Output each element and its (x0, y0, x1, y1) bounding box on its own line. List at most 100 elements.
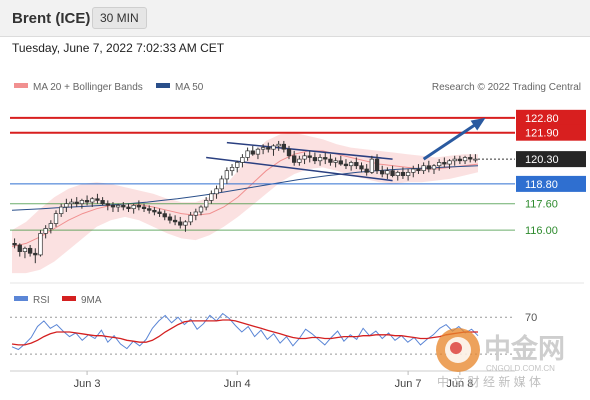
price-levels (10, 116, 515, 231)
candle-body-58 (312, 157, 318, 162)
candle-body-24 (136, 205, 142, 208)
legend-label-9ma: 9MA (81, 295, 102, 306)
candle-body-13 (79, 200, 85, 205)
candle-body-36 (198, 206, 204, 213)
legend-label-rsi: RSI (33, 295, 50, 306)
candle-body-28 (157, 211, 162, 214)
candle-body-67 (359, 165, 364, 170)
candle-body-4 (33, 252, 38, 256)
candle-body-45 (245, 150, 250, 158)
legend-label-ma50: MA 50 (175, 82, 204, 93)
projection-arrow (422, 117, 486, 161)
candle-body-52 (281, 143, 286, 150)
candle-body-40 (219, 178, 224, 190)
candle-body-68 (364, 168, 369, 173)
candle-body-86 (457, 158, 463, 162)
candle-body-47 (255, 148, 261, 155)
candle-body-37 (204, 200, 209, 208)
x-tick-label-1: Jun 4 (224, 378, 251, 390)
x-axis-ticks: Jun 3 Jun 4 Jun 7 Jun 8 (74, 371, 473, 390)
level-label-4: 116.00 (525, 225, 558, 237)
candle-body-80 (426, 165, 431, 170)
candle-body-34 (188, 214, 193, 223)
candle-body-0 (12, 243, 17, 246)
candle-body-11 (69, 201, 74, 205)
candle-body-61 (328, 158, 333, 163)
candle-body-26 (147, 208, 152, 211)
rsi-series-rsi (11, 312, 479, 351)
x-tick-label-3: Jun 8 (446, 378, 473, 390)
candle-body-73 (390, 170, 395, 176)
candle-body-75 (400, 171, 406, 176)
candle-body-46 (250, 150, 255, 155)
candle-body-60 (323, 157, 328, 160)
level-box-1 (516, 124, 586, 141)
candle-body-88 (468, 157, 473, 160)
level-box-2 (516, 175, 586, 192)
candle-body-53 (286, 148, 292, 157)
candle-body-56 (302, 155, 307, 160)
candle-body-51 (276, 143, 281, 147)
candle-body-77 (411, 168, 416, 173)
candle-body-9 (59, 206, 64, 214)
candle-body-17 (100, 200, 105, 205)
watermark-url: CNGOLD.COM.CN (486, 364, 555, 373)
moving-averages (11, 150, 479, 248)
watermark-brand: 中金网 (484, 333, 565, 364)
candle-body-78 (416, 168, 421, 172)
candle-body-89 (473, 158, 478, 161)
timestamp: Tuesday, June 7, 2022 7:02:33 AM CET (12, 41, 225, 55)
candle-body-5 (38, 233, 43, 256)
candle-body-16 (95, 198, 100, 201)
candle-body-30 (167, 216, 173, 221)
candle-body-82 (437, 162, 442, 167)
candle-body-39 (214, 188, 219, 195)
candle-body-64 (343, 163, 349, 167)
instrument-name: Brent (ICE) (12, 10, 91, 27)
candle-body-29 (162, 213, 167, 218)
legend-swatch-rsi (14, 296, 28, 301)
candle-body-3 (27, 247, 33, 254)
candle-body-79 (421, 165, 426, 172)
candle-body-21 (121, 205, 126, 208)
projection-arrowhead-icon (470, 117, 486, 131)
candle-body-62 (333, 160, 338, 163)
candle-body-44 (240, 157, 245, 163)
candle-body-55 (297, 158, 302, 163)
candle-body-15 (90, 198, 95, 203)
legend-swatch-ma50 (156, 83, 170, 88)
ma50-line (11, 165, 479, 211)
candle-body-69 (369, 158, 375, 173)
candle-body-25 (141, 206, 147, 210)
candle-body-57 (307, 155, 312, 158)
candle-body-2 (22, 247, 28, 252)
candle-body-31 (172, 219, 178, 223)
candle-body-50 (271, 145, 276, 150)
candle-body-74 (395, 171, 400, 176)
candle-body-33 (183, 221, 188, 226)
watermark: 中金网 CNGOLD.COM.CN 中 文 财 经 新 媒 体 (436, 328, 565, 389)
candle-body-23 (131, 205, 136, 210)
legend-label-ma20: MA 20 + Bollinger Bands (33, 82, 143, 93)
rsi-series-9ma (11, 319, 478, 346)
candle-body-18 (105, 203, 110, 206)
candle-body-84 (447, 160, 452, 165)
candle-body-59 (317, 157, 323, 162)
x-tick-label-2: Jun 7 (395, 378, 422, 390)
candle-body-35 (193, 211, 198, 216)
candle-body-27 (152, 209, 157, 213)
candle-body-63 (338, 160, 343, 165)
timeframe-button[interactable]: 30 MIN (92, 7, 147, 29)
legend-swatch-9ma (62, 296, 76, 301)
candle-body-7 (48, 223, 53, 229)
candle-body-81 (431, 165, 437, 170)
candle-body-83 (442, 162, 447, 165)
candle-body-22 (126, 206, 131, 210)
candle-body-42 (229, 167, 235, 172)
candle-body-19 (110, 205, 116, 208)
rsi-tick-label-0: 70 (525, 312, 537, 324)
candle-body-6 (43, 228, 48, 234)
x-tick-label-0: Jun 3 (74, 378, 101, 390)
candle-body-49 (266, 147, 271, 150)
level-label-2: 118.80 (525, 179, 558, 191)
